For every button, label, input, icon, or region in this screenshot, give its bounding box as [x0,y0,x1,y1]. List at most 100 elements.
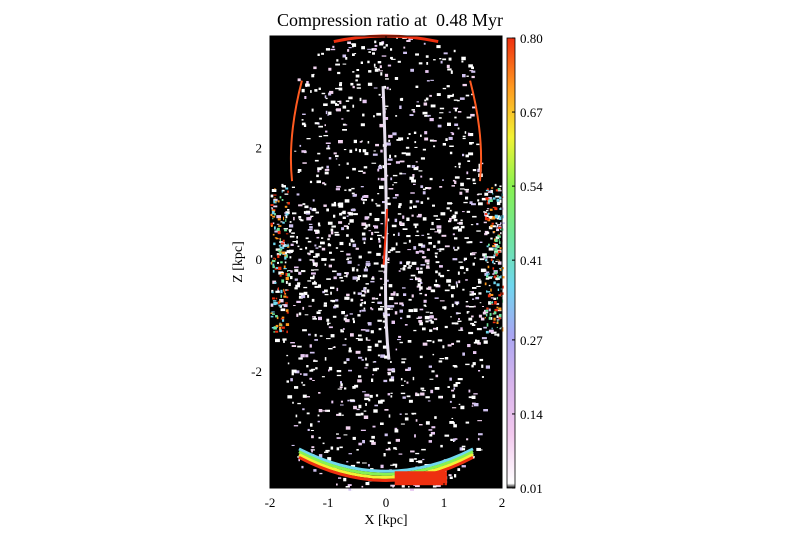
shell-bottom-band [298,455,474,482]
heatmap-cell [444,289,450,292]
heatmap-cell [415,200,420,203]
heatmap-cell [411,412,417,415]
shell-upper-right [469,80,483,182]
heatmap-cell [378,328,382,331]
heatmap-cell [365,283,369,285]
heatmap-cell [298,312,302,316]
heatmap-cell [370,330,374,334]
heatmap-cell [430,79,434,81]
heatmap-cell [446,269,450,272]
heatmap-cell [368,70,372,73]
heatmap-cell [381,211,385,214]
heatmap-cell [490,258,493,262]
heatmap-cell [281,251,286,254]
heatmap-cell [448,111,451,113]
heatmap-cell [367,82,373,86]
heatmap-cell [415,419,418,422]
heatmap-cell [296,193,300,196]
heatmap-cell [445,138,448,141]
heatmap-cell [425,55,429,58]
heatmap-cell [495,253,498,257]
heatmap-cell [458,318,460,320]
heatmap-cell [468,396,472,399]
heatmap-cell [296,240,298,244]
heatmap-cell [331,299,336,303]
heatmap-cell [356,461,360,464]
heatmap-cell [298,204,303,207]
heatmap-cell [467,160,471,162]
heatmap-cell [497,288,500,291]
heatmap-cell [363,301,366,305]
heatmap-cell [308,253,311,256]
heatmap-cell [390,293,396,296]
heatmap-cell [411,109,415,111]
heatmap-cell [493,297,497,300]
heatmap-cell [343,225,348,227]
heatmap-cell [344,189,347,191]
heatmap-cell [408,399,413,403]
heatmap-cell [336,447,340,451]
heatmap-cell [350,464,356,468]
heatmap-cell [403,51,407,54]
heatmap-cell [465,421,470,424]
heatmap-cell [469,306,474,308]
heatmap-cell [337,388,342,390]
heatmap-cell [332,270,337,273]
heatmap-cell [395,242,398,246]
heatmap-cell [454,123,459,126]
heatmap-cell [392,463,398,466]
heatmap-cell [486,273,489,277]
heatmap-cell [394,77,399,80]
heatmap-cell [393,447,397,450]
heatmap-cell [471,66,474,70]
heatmap-cell [342,123,346,126]
heatmap-cell [279,300,281,303]
heatmap-cell [424,115,429,117]
heatmap-cell [284,212,287,214]
heatmap-cell [415,251,419,254]
heatmap-cell [406,395,411,398]
heatmap-cell [425,97,429,101]
heatmap-cell [428,286,432,290]
heatmap-cell [386,86,389,90]
heatmap-cell [347,399,350,402]
heatmap-cell [362,440,365,444]
colorbar [506,37,516,489]
heatmap-cell [392,184,394,186]
heatmap-cell [465,363,470,366]
heatmap-cell [478,292,482,295]
heatmap-cell [324,451,329,453]
heatmap-cell [430,228,435,230]
heatmap-cell [471,395,476,399]
heatmap-cell [279,248,283,251]
heatmap-cell [357,275,362,277]
heatmap-cell [404,413,408,415]
heatmap-cell [435,483,441,487]
heatmap-cell [454,237,458,240]
heatmap-cell [411,261,417,265]
heatmap-cell [321,237,324,239]
heatmap-cell [283,268,287,270]
heatmap-cell [457,222,462,224]
heatmap-cell [271,327,275,329]
heatmap-cell [312,199,315,202]
heatmap-cell [456,226,460,228]
heatmap-cell [368,223,371,227]
heatmap-cell [462,83,467,87]
heatmap-cell [468,133,474,137]
heatmap-cell [472,262,475,266]
heatmap-cell [286,254,288,258]
heatmap-cell [409,200,413,204]
heatmap-cell [338,140,343,144]
heatmap-cell [397,60,401,63]
heatmap-cell [362,149,367,153]
heatmap-cell [348,212,353,216]
heatmap-cell [350,333,354,337]
heatmap-cell [285,233,289,235]
heatmap-cell [496,228,500,232]
heatmap-cell [307,252,310,255]
heatmap-cell [496,245,500,248]
heatmap-cell [308,223,313,225]
heatmap-cell [395,438,400,442]
